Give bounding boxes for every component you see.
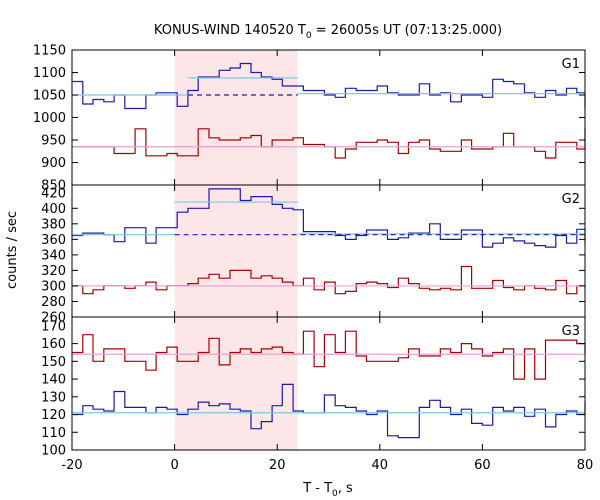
x-tick-label: -20 [61,458,82,473]
panel-g1-y-tick-label: 900 [41,156,66,171]
panel-g3-y-tick-label: 150 [41,355,66,370]
panel-g2-y-tick-label: 340 [41,248,66,263]
panel-g2-y-tick-label: 380 [41,217,66,232]
panel-g1-y-tick-label: 1150 [33,44,66,59]
x-tick-label: 0 [170,458,178,473]
panel-g2-y-tick-label: 260 [41,311,66,326]
x-tick-label: 60 [474,458,491,473]
panel-g2-series-blue [72,188,586,248]
x-tick-label: 20 [269,458,286,473]
panel-g3-series-red [72,330,586,380]
panel-g2-series-red [72,265,586,295]
panel-g2-y-tick-label: 300 [41,279,66,294]
panel-g2-y-tick-label: 280 [41,295,66,310]
panel-g3-y-tick-label: 130 [41,390,66,405]
x-axis-label: T - T0, s [302,481,353,499]
panel-g3-y-tick-label: 120 [41,408,66,423]
panel-g1-y-tick-label: 1000 [33,111,66,126]
y-axis-label: counts / sec [5,211,20,289]
panel-g2-y-tick-label: 320 [41,264,66,279]
x-tick-label: 80 [577,458,594,473]
chart-title: KONUS-WIND 140520 T0 = 26005s UT (07:13:… [154,23,502,41]
panel-g1-series-red [72,128,586,159]
panel-g2-label: G2 [562,192,580,207]
panel-g1-series-blue [72,62,586,110]
panel-g3-y-tick-label: 170 [41,319,66,334]
panel-g1-label: G1 [562,57,580,72]
panel-g3-y-tick-label: 100 [41,444,66,459]
panel-g3-series-blue [72,383,586,439]
panel-g1-y-tick-label: 1100 [33,66,66,81]
panel-g3-y-tick-label: 110 [41,426,66,441]
panel-g3-y-tick-label: 140 [41,373,66,388]
x-tick-label: 40 [372,458,389,473]
panel-g3-y-tick-label: 160 [41,337,66,352]
panel-g1-y-tick-label: 850 [41,179,66,194]
panel-g2-y-tick-label: 400 [41,202,66,217]
panel-g2-y-tick-label: 420 [41,186,66,201]
panel-g1-y-tick-label: 1050 [33,89,66,104]
panel-g3-frame [71,316,586,451]
panel-g2-y-tick-label: 360 [41,233,66,248]
highlight-region [174,50,298,450]
panel-g3-label: G3 [562,324,580,339]
panel-g1-y-tick-label: 950 [41,134,66,149]
